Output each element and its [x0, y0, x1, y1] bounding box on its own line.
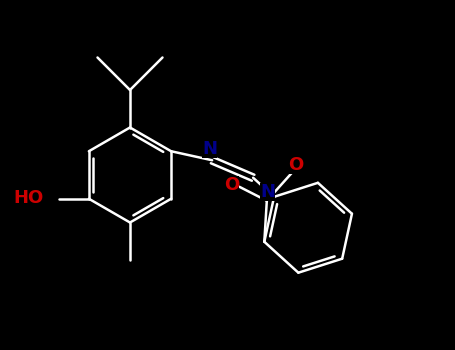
- Text: O: O: [224, 176, 239, 194]
- Text: HO: HO: [14, 189, 44, 207]
- Text: N: N: [202, 140, 217, 158]
- Text: O: O: [288, 156, 303, 174]
- Text: N: N: [260, 183, 275, 201]
